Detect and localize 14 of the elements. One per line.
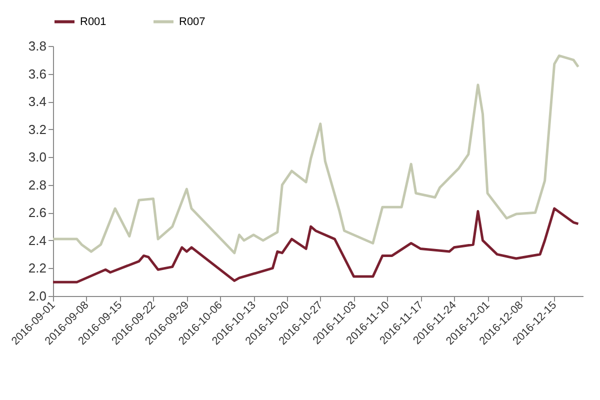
y-tick-label: 3.2 bbox=[28, 122, 46, 137]
line-series bbox=[53, 207, 580, 284]
y-tick-label: 3.6 bbox=[28, 66, 46, 82]
y-tick-label: 3.0 bbox=[28, 150, 46, 165]
line-series bbox=[53, 54, 580, 254]
y-tick-label: 2.6 bbox=[28, 205, 46, 220]
y-tick-label: 3.4 bbox=[28, 94, 46, 110]
legend-label: R001 bbox=[80, 16, 106, 28]
y-tick-label: 2.4 bbox=[28, 232, 46, 248]
y-tick-label: 3.8 bbox=[28, 38, 46, 54]
y-tick-label: 2.8 bbox=[28, 177, 46, 192]
y-tick-label: 2.2 bbox=[28, 260, 46, 276]
legend-label: R007 bbox=[179, 16, 206, 28]
y-tick-label: 2.0 bbox=[28, 288, 46, 304]
